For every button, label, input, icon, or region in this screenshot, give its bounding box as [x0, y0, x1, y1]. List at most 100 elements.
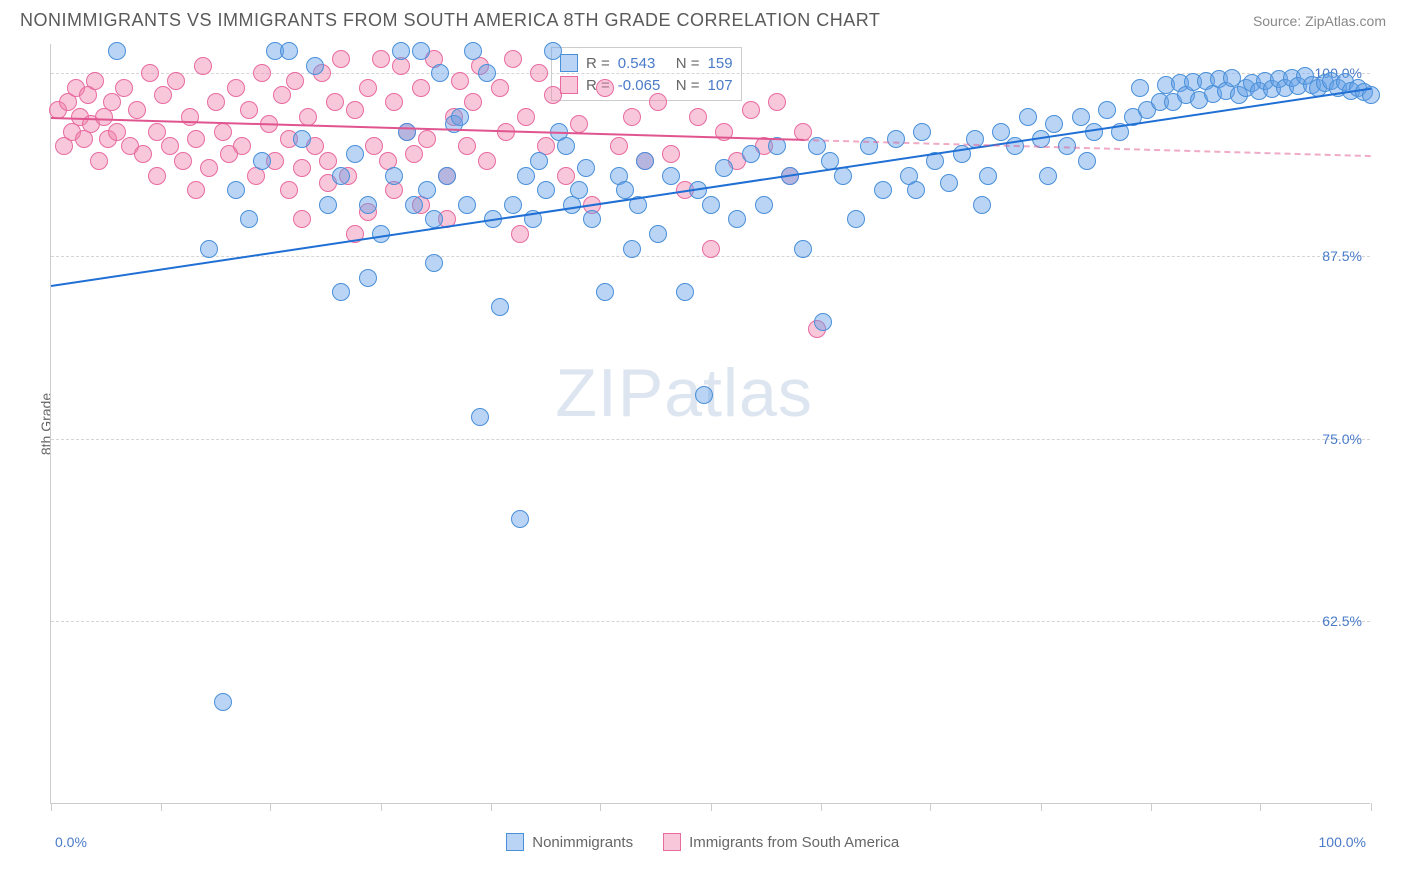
point-blue: [1131, 79, 1149, 97]
r-label: R =: [586, 55, 610, 72]
point-pink: [511, 225, 529, 243]
point-blue: [478, 64, 496, 82]
xtick: [711, 803, 712, 811]
point-blue: [511, 510, 529, 528]
swatch-icon: [663, 833, 681, 851]
point-blue: [596, 283, 614, 301]
point-blue: [728, 210, 746, 228]
point-blue: [504, 196, 522, 214]
point-blue: [544, 42, 562, 60]
point-blue: [940, 174, 958, 192]
point-blue: [240, 210, 258, 228]
xtick: [930, 803, 931, 811]
legend-row-blue: R = 0.543 N = 159: [560, 52, 733, 74]
n-value: 159: [708, 55, 733, 72]
point-pink: [86, 72, 104, 90]
point-blue: [1045, 115, 1063, 133]
point-blue: [405, 196, 423, 214]
point-pink: [154, 86, 172, 104]
point-pink: [273, 86, 291, 104]
point-blue: [359, 269, 377, 287]
point-blue: [583, 210, 601, 228]
xtick: [1041, 803, 1042, 811]
point-pink: [187, 181, 205, 199]
series-legend: 0.0% Nonimmigrants Immigrants from South…: [51, 833, 1370, 851]
point-blue: [616, 181, 634, 199]
point-blue: [425, 254, 443, 272]
point-pink: [702, 240, 720, 258]
point-pink: [530, 64, 548, 82]
point-pink: [464, 93, 482, 111]
point-pink: [293, 159, 311, 177]
point-blue: [1098, 101, 1116, 119]
point-pink: [610, 137, 628, 155]
point-pink: [293, 210, 311, 228]
point-blue: [973, 196, 991, 214]
gridline: [51, 621, 1370, 622]
point-blue: [306, 57, 324, 75]
point-blue: [214, 693, 232, 711]
point-blue: [359, 196, 377, 214]
point-blue: [332, 283, 350, 301]
ytick-label: 75.0%: [1322, 431, 1362, 447]
point-blue: [517, 167, 535, 185]
point-pink: [319, 152, 337, 170]
point-blue: [398, 123, 416, 141]
point-blue: [907, 181, 925, 199]
point-pink: [478, 152, 496, 170]
point-blue: [458, 196, 476, 214]
point-pink: [491, 79, 509, 97]
ytick-label: 87.5%: [1322, 248, 1362, 264]
point-pink: [570, 115, 588, 133]
point-blue: [385, 167, 403, 185]
point-blue: [742, 145, 760, 163]
point-blue: [1072, 108, 1090, 126]
point-pink: [418, 130, 436, 148]
r-value: -0.065: [618, 77, 668, 94]
swatch-icon: [560, 54, 578, 72]
point-blue: [464, 42, 482, 60]
point-pink: [365, 137, 383, 155]
point-blue: [887, 130, 905, 148]
point-pink: [372, 50, 390, 68]
point-pink: [207, 93, 225, 111]
point-pink: [412, 79, 430, 97]
watermark: ZIPatlas: [555, 354, 812, 432]
point-pink: [128, 101, 146, 119]
point-pink: [134, 145, 152, 163]
point-pink: [200, 159, 218, 177]
gridline: [51, 439, 1370, 440]
point-blue: [431, 64, 449, 82]
point-pink: [181, 108, 199, 126]
point-blue: [438, 167, 456, 185]
point-blue: [702, 196, 720, 214]
point-blue: [332, 167, 350, 185]
ytick-label: 62.5%: [1322, 613, 1362, 629]
point-blue: [794, 240, 812, 258]
point-blue: [530, 152, 548, 170]
point-pink: [557, 167, 575, 185]
point-blue: [913, 123, 931, 141]
point-blue: [293, 130, 311, 148]
xtick: [51, 803, 52, 811]
swatch-icon: [560, 76, 578, 94]
point-pink: [286, 72, 304, 90]
point-pink: [504, 50, 522, 68]
point-pink: [161, 137, 179, 155]
point-pink: [768, 93, 786, 111]
point-pink: [451, 72, 469, 90]
point-pink: [167, 72, 185, 90]
point-pink: [141, 64, 159, 82]
point-blue: [451, 108, 469, 126]
point-blue: [1039, 167, 1057, 185]
legend-label: Nonimmigrants: [532, 834, 633, 851]
r-value: 0.543: [618, 55, 668, 72]
point-pink: [148, 167, 166, 185]
xtick: [1260, 803, 1261, 811]
point-blue: [979, 167, 997, 185]
point-pink: [405, 145, 423, 163]
point-blue: [425, 210, 443, 228]
point-pink: [623, 108, 641, 126]
point-blue: [814, 313, 832, 331]
point-pink: [280, 181, 298, 199]
